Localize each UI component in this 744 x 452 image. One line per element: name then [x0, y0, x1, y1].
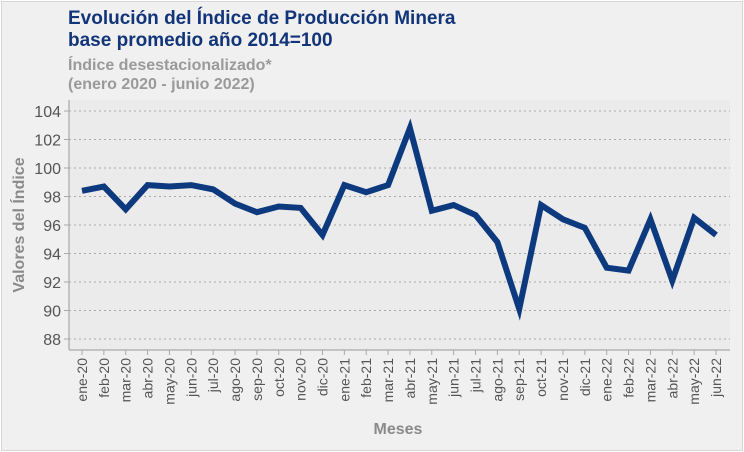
- y-axis-label: Valores del Índice: [9, 157, 28, 292]
- y-tick-label: 90: [43, 304, 61, 321]
- x-tick-label: mar-21: [380, 358, 396, 403]
- x-tick-label: abr-21: [402, 358, 418, 399]
- x-tick-label: nov-21: [555, 358, 571, 401]
- x-axis-label: Meses: [374, 421, 423, 438]
- x-tick-label: may-20: [161, 358, 177, 405]
- x-tick-label: oct-21: [533, 358, 549, 397]
- x-tick-label: jun-21: [446, 358, 462, 398]
- x-tick-label: nov-20: [293, 358, 309, 401]
- x-tick-label: abr-20: [140, 358, 156, 399]
- x-tick-label: may-22: [686, 358, 702, 405]
- x-tick-label: may-21: [424, 358, 440, 405]
- x-tick-label: dic-21: [577, 358, 593, 396]
- chart-title: Evolución del Índice de Producción Miner…: [68, 8, 456, 29]
- x-tick-label: feb-21: [358, 358, 374, 398]
- x-tick-label: dic-20: [314, 358, 330, 396]
- chart-subtitle: Índice desestacionalizado*: [68, 57, 272, 74]
- x-tick-label: ene-22: [599, 358, 615, 402]
- y-tick-label: 102: [34, 133, 61, 150]
- y-tick-label: 98: [43, 190, 61, 207]
- x-tick-label: mar-20: [118, 358, 134, 403]
- chart-title-line2: base promedio año 2014=100: [68, 30, 333, 51]
- x-tick-label: jun-20: [183, 358, 199, 398]
- x-tick-label: abr-22: [664, 358, 680, 399]
- x-tick-label: sep-20: [249, 358, 265, 401]
- chart-subtitle-line2: (enero 2020 - junio 2022): [68, 76, 255, 93]
- y-tick-label: 104: [34, 104, 61, 121]
- x-tick-label: jul-21: [468, 358, 484, 393]
- x-tick-label: sep-21: [511, 358, 527, 401]
- y-tick-label: 88: [43, 332, 61, 349]
- x-tick-label: jul-20: [205, 358, 221, 393]
- x-tick-label: ago-21: [489, 358, 505, 402]
- y-tick-label: 94: [43, 247, 61, 264]
- series-line: [81, 118, 718, 321]
- y-tick-label: 92: [43, 275, 61, 292]
- x-tick-label: ago-20: [227, 358, 243, 402]
- x-tick-label: feb-22: [621, 358, 637, 398]
- x-tick-label: feb-20: [96, 358, 112, 398]
- x-tick-label: ene-21: [336, 358, 352, 402]
- x-tick-label: oct-20: [271, 358, 287, 397]
- x-tick-label: jun-22: [708, 358, 724, 398]
- x-tick-label: mar-22: [642, 358, 658, 403]
- x-tick-label: ene-20: [74, 358, 90, 402]
- y-tick-label: 96: [43, 218, 61, 235]
- y-tick-label: 100: [34, 161, 61, 178]
